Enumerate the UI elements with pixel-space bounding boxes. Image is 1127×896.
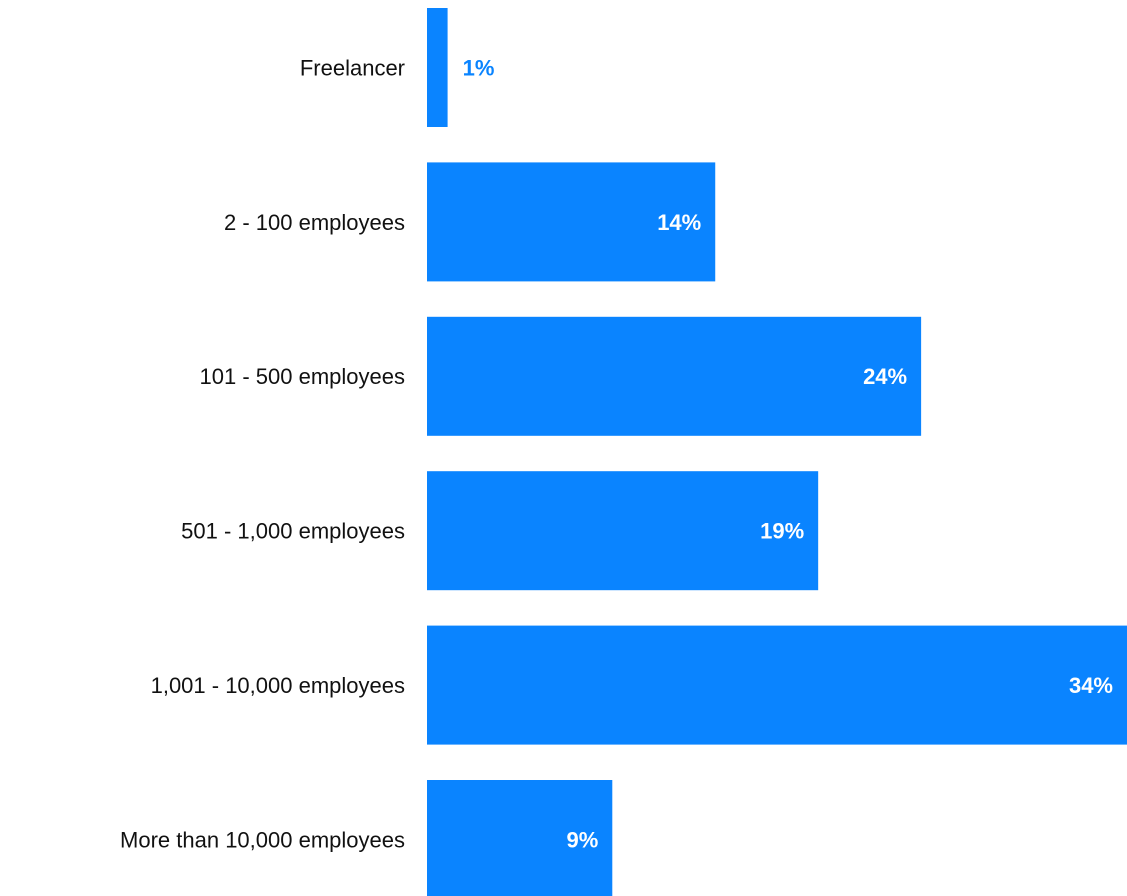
bar [427,780,613,896]
bar [427,471,819,591]
category-label: More than 10,000 employees [120,827,405,852]
value-label: 14% [657,210,701,235]
bar-group: 101 - 500 employees 24% [200,316,922,436]
value-label: 9% [566,827,598,852]
bar [427,625,1127,745]
bar [427,8,448,127]
category-label: 101 - 500 employees [200,364,405,389]
category-label: 2 - 100 employees [224,210,405,235]
bar-group: Freelancer 1% [300,8,495,127]
value-label: 34% [1069,673,1113,698]
value-label: 1% [463,55,495,80]
category-label: 501 - 1,000 employees [181,519,405,544]
value-label: 19% [760,519,804,544]
value-label: 24% [863,364,907,389]
bar [427,162,716,282]
bar [427,316,922,436]
bar-group: 501 - 1,000 employees 19% [181,471,819,591]
bar-group: 1,001 - 10,000 employees 34% [151,625,1127,745]
category-label: Freelancer [300,55,405,80]
category-label: 1,001 - 10,000 employees [151,673,405,698]
bar-group: 2 - 100 employees 14% [224,162,716,282]
bar-group: More than 10,000 employees 9% [120,780,613,896]
